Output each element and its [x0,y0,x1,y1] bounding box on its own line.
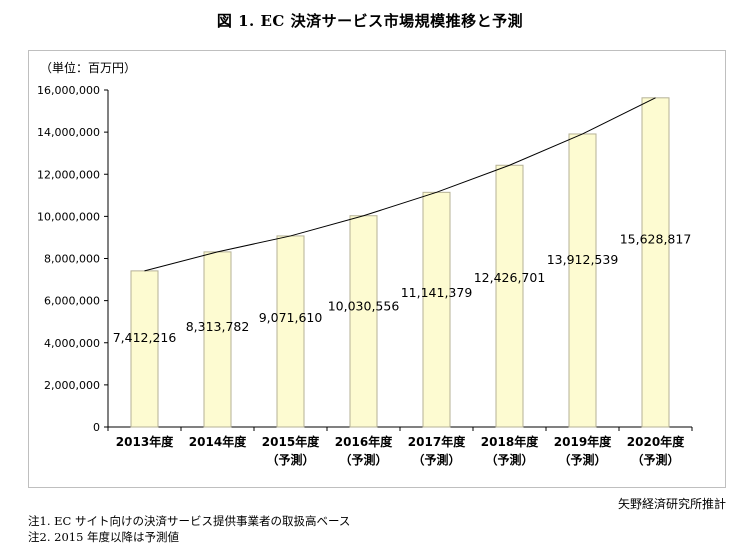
y-tick-label: 12,000,000 [37,168,100,181]
data-label: 10,030,556 [328,299,400,314]
bar [276,235,305,428]
source-note: 矢野経済研究所推計 [617,497,726,511]
data-label: 15,628,817 [620,231,692,246]
y-tick-label: 8,000,000 [44,253,100,266]
bar [130,270,159,428]
y-tick-label: 14,000,000 [37,126,100,139]
note-1: 注1. EC サイト向けの決済サービス提供事業者の取扱高ベース [28,514,351,528]
y-tick-label: 6,000,000 [44,295,100,308]
x-tick-label: 2018年度 [481,434,539,449]
x-tick-label: （予測） [631,452,679,467]
data-label: 13,912,539 [547,252,619,267]
trend-line [144,97,656,272]
y-tick-label: 4,000,000 [44,337,100,350]
x-tick-label: 2014年度 [189,434,247,449]
chart-frame [28,50,726,488]
data-label: 8,313,782 [186,319,250,334]
y-tick-label: 10,000,000 [37,210,100,223]
data-label: 12,426,701 [474,270,546,285]
x-tick-label: 2015年度 [262,434,320,449]
note-2: 注2. 2015 年度以降は予測値 [28,530,180,544]
unit-label: （単位：百万円） [40,60,136,75]
notes: 注1. EC サイト向けの決済サービス提供事業者の取扱高ベース 注2. 2015… [28,513,350,545]
y-tick-label: 2,000,000 [44,379,100,392]
chart-title: 図 1. EC 決済サービス市場規模推移と予測 [216,12,524,30]
x-tick-label: （予測） [266,452,314,467]
y-tick-label: 0 [93,421,100,434]
x-tick-label: 2016年度 [335,434,393,449]
bar [641,97,670,428]
data-label: 7,412,216 [113,330,177,345]
bar [568,133,597,428]
x-tick-label: （予測） [339,452,387,467]
x-tick-label: （予測） [558,452,606,467]
x-tick-label: （予測） [485,452,533,467]
bar [495,164,524,428]
bar [349,215,378,428]
data-label: 11,141,379 [401,285,473,300]
x-tick-label: 2019年度 [554,434,612,449]
x-tick-label: 2017年度 [408,434,466,449]
y-tick-label: 16,000,000 [37,84,100,97]
bar [422,191,451,428]
bar [203,251,232,428]
x-tick-label: （予測） [412,452,460,467]
x-tick-label: 2013年度 [116,434,174,449]
data-label: 9,071,610 [259,310,323,325]
x-tick-label: 2020年度 [627,434,685,449]
